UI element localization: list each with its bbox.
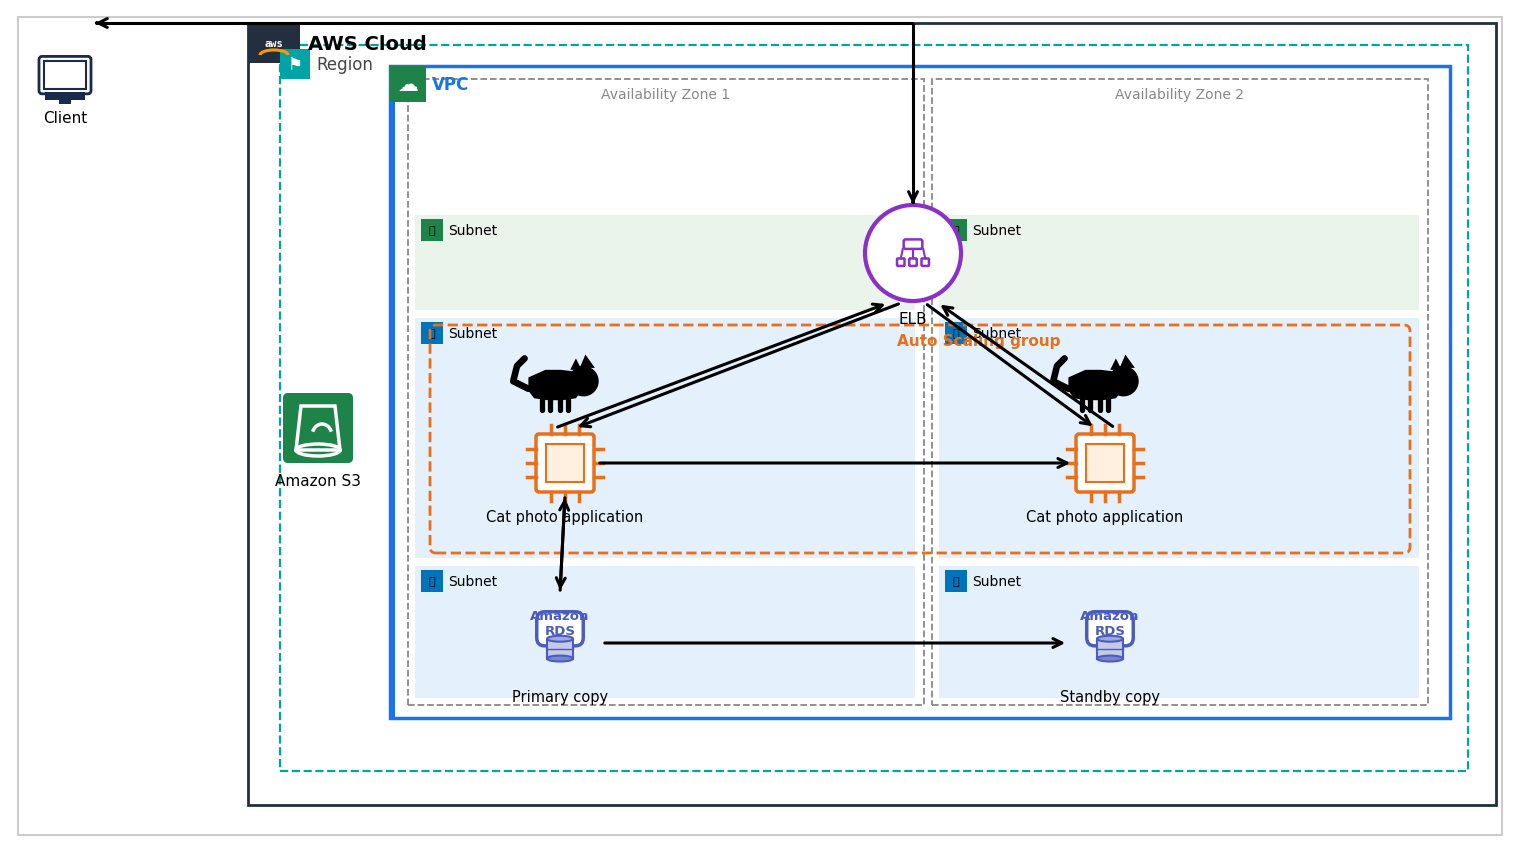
FancyBboxPatch shape — [537, 612, 584, 646]
FancyBboxPatch shape — [283, 393, 353, 463]
Text: 🔒: 🔒 — [953, 226, 959, 235]
Text: 🔒: 🔒 — [953, 577, 959, 586]
Bar — [939, 566, 1420, 699]
FancyBboxPatch shape — [904, 240, 923, 250]
FancyBboxPatch shape — [909, 259, 917, 267]
Bar — [248, 24, 299, 64]
Text: Auto Scaling group: Auto Scaling group — [897, 334, 1061, 349]
Polygon shape — [1110, 359, 1122, 370]
FancyBboxPatch shape — [1076, 434, 1134, 492]
Bar — [939, 319, 1420, 559]
Bar — [391, 67, 395, 718]
Ellipse shape — [547, 656, 573, 662]
Text: Subnet: Subnet — [971, 327, 1021, 340]
Text: Amazon
RDS: Amazon RDS — [530, 609, 590, 637]
Ellipse shape — [1097, 636, 1123, 642]
Text: Cat photo application: Cat photo application — [486, 509, 643, 525]
Text: Amazon S3: Amazon S3 — [275, 473, 362, 489]
Text: Subnet: Subnet — [971, 223, 1021, 238]
Text: Subnet: Subnet — [448, 574, 497, 589]
Text: AWS Cloud: AWS Cloud — [309, 34, 427, 54]
Circle shape — [568, 367, 599, 397]
Bar — [415, 216, 915, 310]
Bar — [391, 67, 1450, 718]
Bar — [932, 80, 1427, 705]
Bar — [59, 93, 71, 105]
Bar — [945, 322, 967, 345]
Text: 🔒: 🔒 — [429, 226, 435, 235]
Text: ☁: ☁ — [398, 75, 418, 95]
Text: Availability Zone 1: Availability Zone 1 — [602, 88, 731, 102]
Text: Region: Region — [316, 56, 372, 74]
Bar — [415, 319, 915, 559]
Text: Availability Zone 2: Availability Zone 2 — [1116, 88, 1245, 102]
FancyBboxPatch shape — [537, 434, 594, 492]
Text: Cat photo application: Cat photo application — [1026, 509, 1184, 525]
Circle shape — [865, 206, 961, 302]
FancyBboxPatch shape — [897, 259, 904, 267]
Text: Subnet: Subnet — [448, 327, 497, 340]
Bar — [248, 24, 1496, 805]
Text: Standby copy: Standby copy — [1059, 689, 1160, 705]
Text: Amazon
RDS: Amazon RDS — [1081, 609, 1140, 637]
Text: ELB: ELB — [898, 311, 927, 327]
Bar — [1097, 639, 1123, 659]
Polygon shape — [529, 370, 584, 401]
Bar — [546, 444, 584, 483]
Bar — [421, 571, 442, 592]
Polygon shape — [1120, 355, 1135, 368]
Bar — [1085, 444, 1123, 483]
Text: VPC: VPC — [432, 76, 470, 94]
Bar — [547, 639, 573, 659]
Text: 🔒: 🔒 — [429, 577, 435, 586]
Polygon shape — [1069, 370, 1123, 401]
Bar — [280, 50, 310, 80]
Bar — [421, 322, 442, 345]
Bar — [945, 220, 967, 241]
Text: Primary copy: Primary copy — [512, 689, 608, 705]
Text: Subnet: Subnet — [971, 574, 1021, 589]
Text: Client: Client — [43, 111, 87, 126]
Ellipse shape — [1097, 656, 1123, 662]
Text: aws: aws — [264, 39, 283, 49]
Bar — [46, 93, 85, 101]
Text: 🔒: 🔒 — [953, 328, 959, 339]
Text: ⚑: ⚑ — [287, 56, 302, 74]
Bar — [939, 216, 1420, 310]
Bar — [391, 67, 426, 103]
Polygon shape — [579, 355, 594, 368]
FancyBboxPatch shape — [40, 57, 91, 95]
Circle shape — [1108, 367, 1138, 397]
Ellipse shape — [547, 636, 573, 642]
Bar — [421, 220, 442, 241]
Polygon shape — [570, 359, 582, 370]
FancyBboxPatch shape — [921, 259, 929, 267]
Bar — [407, 80, 924, 705]
Text: 🔒: 🔒 — [429, 328, 435, 339]
Bar — [415, 566, 915, 699]
FancyBboxPatch shape — [1087, 612, 1134, 646]
Bar — [44, 62, 87, 90]
Bar — [280, 46, 1468, 771]
Bar — [945, 571, 967, 592]
Text: Subnet: Subnet — [448, 223, 497, 238]
